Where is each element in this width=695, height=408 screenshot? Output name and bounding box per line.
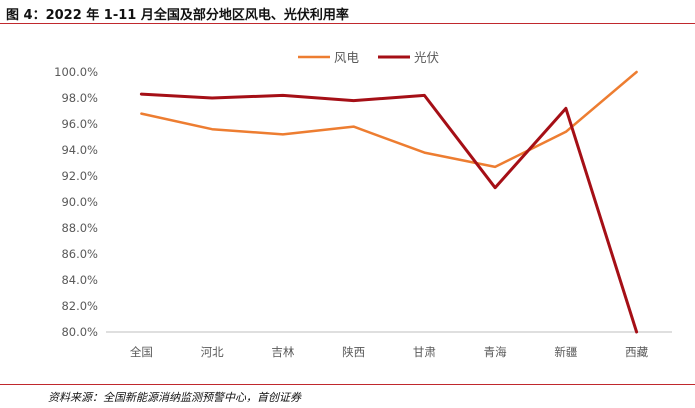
y-tick-label: 92.0% [61, 169, 98, 183]
y-tick-label: 88.0% [61, 221, 98, 235]
y-axis-ticks: 80.0% 82.0% 84.0% 86.0% 88.0% 90.0% 92.0% 94.0%… [54, 65, 98, 339]
y-tick-label: 98.0% [61, 91, 98, 105]
y-tick-label: 80.0% [61, 325, 98, 339]
y-tick-label: 82.0% [61, 299, 98, 313]
figure-title: 图 4：2022 年 1-11 月全国及部分地区风电、光伏利用率 [6, 8, 349, 23]
x-tick-label: 甘肃 [413, 345, 436, 359]
title-divider [0, 23, 695, 24]
series-lines [139, 70, 639, 334]
x-axis-ticks: 全国 河北 吉林 陕西 甘肃 青海 新疆 西藏 [130, 345, 649, 359]
legend-label: 光伏 [414, 50, 440, 65]
x-tick-label: 西藏 [625, 345, 648, 359]
series-line-1 [140, 70, 638, 169]
x-tick-label: 新疆 [554, 345, 577, 359]
x-tick-label: 吉林 [271, 345, 294, 359]
x-tick-label: 青海 [484, 345, 507, 359]
line-chart: 80.0% 82.0% 84.0% 86.0% 88.0% 90.0% 92.0% 94.0%… [54, 50, 672, 359]
y-tick-label: 100.0% [54, 65, 98, 79]
y-tick-label: 96.0% [61, 117, 98, 131]
series-line-2 [139, 92, 639, 334]
source-divider [0, 384, 695, 385]
y-tick-label: 90.0% [61, 195, 98, 209]
legend: 风电 光伏 [298, 50, 440, 65]
y-tick-label: 84.0% [61, 273, 98, 287]
x-tick-label: 全国 [130, 345, 153, 359]
legend-label: 风电 [334, 50, 360, 65]
y-tick-label: 86.0% [61, 247, 98, 261]
x-tick-label: 陕西 [342, 345, 365, 359]
y-tick-label: 94.0% [61, 143, 98, 157]
source-note: 资料来源：全国新能源消纳监测预警中心，首创证券 [48, 391, 301, 404]
x-tick-label: 河北 [201, 345, 224, 359]
